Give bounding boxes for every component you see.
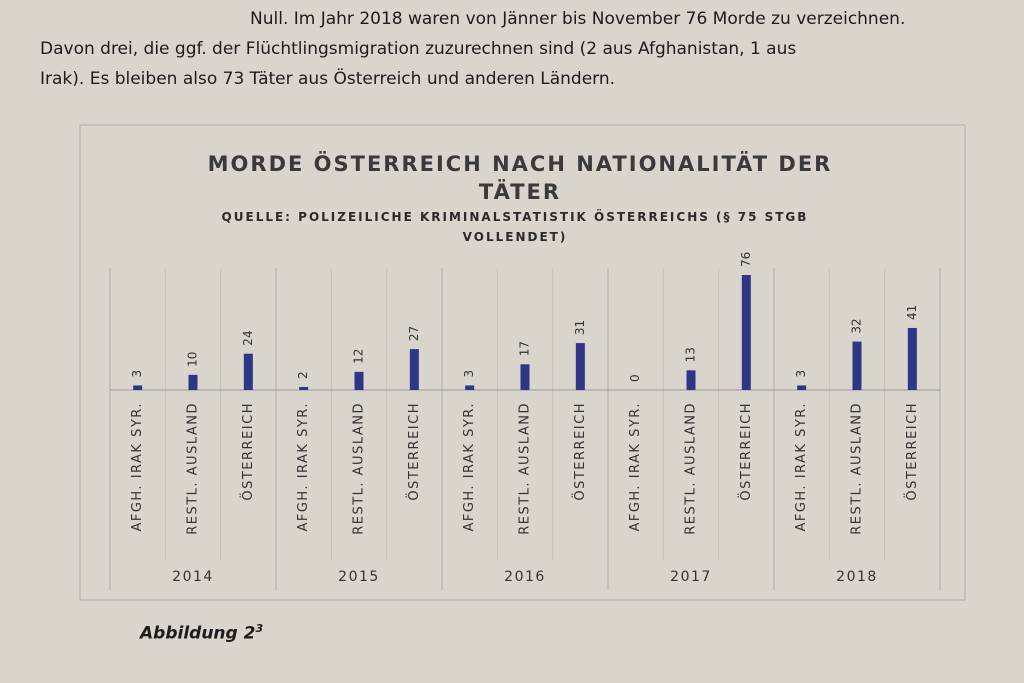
bar xyxy=(797,385,807,390)
intro-line: Irak). Es bleiben also 73 Täter aus Öste… xyxy=(40,69,616,89)
x-tick-label: ÖSTERREICH xyxy=(405,402,422,501)
x-tick-label: AFGH. IRAK SYR. xyxy=(628,402,643,532)
x-tick-label: ÖSTERREICH xyxy=(571,402,588,501)
x-tick-label: AFGH. IRAK SYR. xyxy=(462,402,477,532)
data-label: 32 xyxy=(850,318,864,333)
group-label: 2014 xyxy=(172,569,214,585)
x-tick-label: RESTL. AUSLAND xyxy=(186,402,201,535)
intro-line: Davon drei, die ggf. der Flüchtlingsmigr… xyxy=(40,39,797,59)
intro: Null. Im Jahr 2018 waren von Jänner bis … xyxy=(40,4,1000,94)
bar xyxy=(465,385,475,390)
chart-title: MORDE ÖSTERREICH NACH NATIONALITÄT DER T… xyxy=(207,152,833,204)
bar xyxy=(133,385,143,390)
bar xyxy=(852,341,862,390)
group-label: 2015 xyxy=(338,569,380,585)
x-tick-label: RESTL. AUSLAND xyxy=(518,402,533,535)
data-label: 10 xyxy=(186,352,200,367)
data-label: 31 xyxy=(573,320,587,335)
bar xyxy=(299,386,309,390)
x-tick-label: ÖSTERREICH xyxy=(903,402,920,501)
x-tick-label: RESTL. AUSLAND xyxy=(684,402,699,535)
data-label: 2 xyxy=(296,371,310,379)
x-tick-label: RESTL. AUSLAND xyxy=(352,402,367,535)
chart-frame xyxy=(79,124,966,601)
bar xyxy=(354,371,364,390)
x-tick-label: RESTL. AUSLAND xyxy=(850,402,865,535)
bar xyxy=(741,275,751,390)
data-label: 13 xyxy=(684,347,698,362)
bar xyxy=(907,327,917,390)
intro-line: Null. Im Jahr 2018 waren von Jänner bis … xyxy=(250,9,906,29)
data-label: 3 xyxy=(794,370,808,378)
data-label: 27 xyxy=(407,326,421,341)
bar xyxy=(409,349,419,390)
bar xyxy=(575,343,585,390)
x-tick-label: ÖSTERREICH xyxy=(239,402,256,501)
chart-subtitle: QUELLE: POLIZEILICHE KRIMINALSTATISTIK Ö… xyxy=(221,210,809,244)
data-label: 17 xyxy=(518,341,532,356)
footnote-mark: 3 xyxy=(255,622,264,635)
data-label: 12 xyxy=(352,349,366,364)
group-label: 2017 xyxy=(670,569,712,585)
bar xyxy=(520,364,530,390)
data-label: 3 xyxy=(130,370,144,378)
data-label: 24 xyxy=(241,330,255,345)
data-label: 41 xyxy=(905,305,919,320)
bar xyxy=(686,370,696,390)
caption-text: Abbildung 2 xyxy=(140,623,256,644)
x-tick-label: AFGH. IRAK SYR. xyxy=(130,402,145,532)
x-tick-label: AFGH. IRAK SYR. xyxy=(296,402,311,532)
group-label: 2016 xyxy=(504,569,546,585)
group-label: 2018 xyxy=(836,569,878,585)
x-tick-label: AFGH. IRAK SYR. xyxy=(794,402,809,532)
caption: Abbildung 23 xyxy=(140,622,263,644)
bar xyxy=(188,374,198,390)
data-label: 76 xyxy=(739,252,753,267)
data-label: 0 xyxy=(628,374,642,382)
data-label: 3 xyxy=(462,370,476,378)
x-tick-label: ÖSTERREICH xyxy=(737,402,754,501)
bar xyxy=(243,353,253,390)
